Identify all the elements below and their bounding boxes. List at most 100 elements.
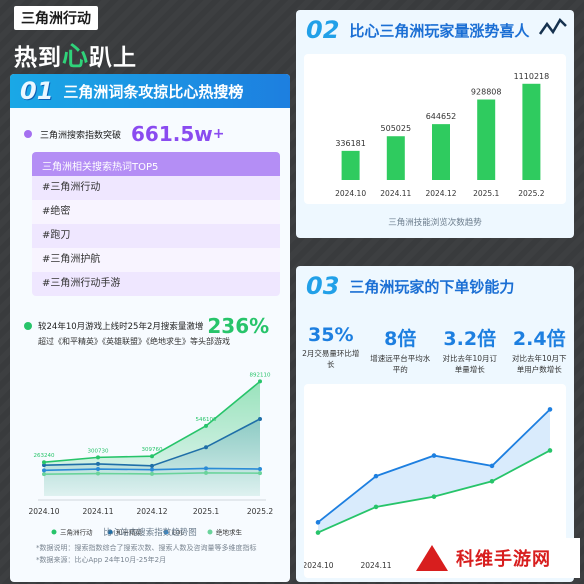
hot-words-title: 三角洲相关搜索热词TOP5 xyxy=(32,152,280,176)
panel2-number: 02 xyxy=(306,16,340,44)
data-point xyxy=(547,407,553,412)
hot-word-item: #三角洲行动手游 xyxy=(32,272,280,296)
tagline-post: 趴上 xyxy=(89,45,138,71)
data-point xyxy=(96,455,100,460)
data-point xyxy=(150,471,154,476)
data-label: 546100 xyxy=(196,417,217,423)
panel2-chart-area: 336181 2024.10 505025 2024.11 644652 2024.12 9… xyxy=(304,54,566,204)
bar-value-label: 1110218 xyxy=(514,72,550,81)
bar xyxy=(522,83,541,180)
chart1-caption: 比心站内搜索指数趋势图 xyxy=(103,528,197,538)
data-label: 309760 xyxy=(142,447,163,453)
growth-subtext: 超过《和平精英》《英雄联盟》《绝地求生》等头部游戏 xyxy=(38,337,230,346)
x-tick-label: 2025.1 xyxy=(193,507,219,516)
growth-stat: 较24年10月游戏上线时25年2月搜索量激增 236% 超过《和平精英》《英雄联… xyxy=(24,314,286,347)
header-tagline: 热到心趴上 xyxy=(14,36,137,73)
panel3-number: 03 xyxy=(306,272,340,300)
kpi-label: 2月交易量环比增长 xyxy=(302,349,360,369)
zigzag-icon xyxy=(538,17,567,35)
header-tag: 三角洲行动 xyxy=(14,6,98,30)
x-tick-label: 2024.11 xyxy=(380,189,411,198)
data-point xyxy=(150,467,154,472)
tagline-pre: 热到 xyxy=(14,45,62,71)
legend-marker xyxy=(51,529,57,535)
panel-player-growth: 02 比心三角洲玩家量涨势喜人 336181 2024.10 505025 2024.… xyxy=(296,10,574,238)
chart2-caption: 三角洲技能浏览次数趋势 xyxy=(388,218,482,228)
growth-value: 236% xyxy=(207,314,270,338)
panel2-title: 比心三角洲玩家量涨势喜人 xyxy=(349,21,530,40)
data-point xyxy=(204,423,208,428)
watermark: 科维手游网 xyxy=(408,538,580,578)
data-point xyxy=(373,504,379,510)
bar xyxy=(341,150,360,180)
data-point xyxy=(489,478,495,484)
kpi-item: 8倍 增速远平台平均水平的 xyxy=(369,324,431,375)
legend-marker xyxy=(163,529,169,535)
data-point xyxy=(42,460,46,465)
panel1-header: 01 三角洲词条攻掠比心热搜榜 xyxy=(10,74,290,108)
x-tick-label: 2025.2 xyxy=(518,189,544,198)
kpi-item: 3.2倍 对比去年10月订单量增长 xyxy=(439,324,501,375)
x-tick-label: 2024.11 xyxy=(82,507,113,516)
growth-label: 较24年10月游戏上线时25年2月搜索量激增 xyxy=(38,322,204,332)
kpi-value: 8倍 xyxy=(384,328,417,350)
note-data-source: *数据来源：比心App 24年10月-25年2月 xyxy=(36,556,167,564)
kpi-item: 2.4倍 对比去年10月下单用户数增长 xyxy=(508,324,570,375)
tagline-highlight: 心 xyxy=(62,42,90,72)
bar xyxy=(432,124,450,180)
search-trend-chart: 263240 300730 309760 546100 892110 2024.10 202… xyxy=(28,372,273,537)
series-area xyxy=(44,418,260,496)
bar-value-label: 505025 xyxy=(381,124,412,133)
data-point xyxy=(373,473,379,479)
legend-marker xyxy=(207,529,213,535)
bar xyxy=(477,99,496,180)
kpi-value: 3.2倍 xyxy=(443,328,497,350)
data-point xyxy=(489,463,495,469)
hot-word-item: #三角洲行动 xyxy=(32,176,280,200)
panel1-number: 01 xyxy=(20,77,54,105)
bar-value-label: 336181 xyxy=(335,139,366,148)
bar-value-label: 928808 xyxy=(471,88,502,97)
panel-search-rank: 01 三角洲词条攻掠比心热搜榜 三角洲搜索指数突破 661.5w + 三角洲相关搜… xyxy=(10,74,290,582)
hot-word-item: #三角洲护航 xyxy=(32,248,280,272)
views-bar-chart: 336181 2024.10 505025 2024.11 644652 2024.12 9… xyxy=(335,72,550,198)
data-point xyxy=(96,471,100,476)
data-point xyxy=(258,416,262,421)
data-point xyxy=(42,468,46,473)
x-tick-label: 2025.2 xyxy=(247,507,273,516)
data-point xyxy=(150,463,154,468)
x-tick-label: 2024.12 xyxy=(136,507,167,516)
data-point xyxy=(204,466,208,471)
x-tick-label: 2025.1 xyxy=(473,189,499,198)
bullet-icon xyxy=(24,130,32,138)
hot-word-item: #跑刀 xyxy=(32,224,280,248)
series-area xyxy=(318,409,550,533)
legend-label: 三角洲行动 xyxy=(60,528,93,537)
site-logo-icon xyxy=(416,545,448,571)
data-point xyxy=(150,454,154,459)
note-data-desc: *数据说明：搜索指数综合了搜索次数、搜索人数及咨询量等多维度指标 xyxy=(36,544,257,552)
kpi-label: 增速远平台平均水平的 xyxy=(370,354,431,374)
watermark-text: 科维手游网 xyxy=(456,549,551,570)
legend-label: 绝地求生 xyxy=(216,528,243,537)
data-label: 300730 xyxy=(88,448,109,454)
data-point xyxy=(204,445,208,450)
data-point xyxy=(315,530,321,535)
hot-word-item: #绝密 xyxy=(32,200,280,224)
data-point xyxy=(204,470,208,475)
data-point xyxy=(42,472,46,477)
data-point xyxy=(258,379,262,384)
panel2-header: 02 比心三角洲玩家量涨势喜人 xyxy=(296,10,574,50)
x-tick-label: 2024.10 xyxy=(304,561,334,570)
hot-words-items: #三角洲行动 #绝密 #跑刀 #三角洲护航 #三角洲行动手游 xyxy=(32,176,280,296)
legend-label: LOL xyxy=(172,529,185,537)
data-label: 263240 xyxy=(34,453,55,459)
data-point xyxy=(42,463,46,468)
data-point xyxy=(96,467,100,472)
header: 三角洲行动 热到心趴上 xyxy=(14,6,137,73)
bullet-icon xyxy=(24,322,32,330)
legend-label: 和平精英 xyxy=(116,528,143,537)
notes: *数据说明：搜索指数综合了搜索次数、搜索人数及咨询量等多维度指标 *数据来源：比… xyxy=(36,542,257,566)
search-index-label: 三角洲搜索指数突破 xyxy=(40,130,122,141)
bar-value-label: 644652 xyxy=(426,112,457,121)
